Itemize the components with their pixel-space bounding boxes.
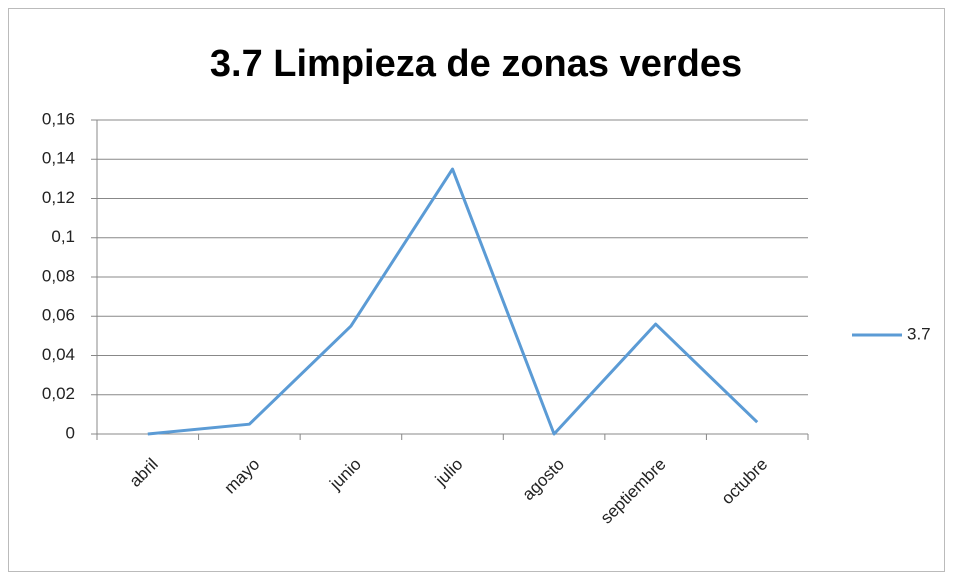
series-line — [147, 167, 759, 436]
y-tick-label: 0,04 — [42, 345, 75, 364]
y-tick-label: 0,08 — [42, 266, 75, 285]
y-tick-label: 0,02 — [42, 384, 75, 403]
chart-frame — [8, 8, 945, 572]
y-tick-label: 0 — [66, 423, 75, 442]
y-tick-label: 0,12 — [42, 188, 75, 207]
legend-label: 3.7 — [907, 324, 931, 343]
y-tick-label: 0,1 — [51, 227, 75, 246]
y-tick-label: 0,14 — [42, 149, 75, 168]
y-tick-label: 0,06 — [42, 306, 75, 325]
y-tick-label: 0,16 — [42, 109, 75, 128]
chart-title: 3.7 Limpieza de zonas verdes — [210, 43, 742, 85]
